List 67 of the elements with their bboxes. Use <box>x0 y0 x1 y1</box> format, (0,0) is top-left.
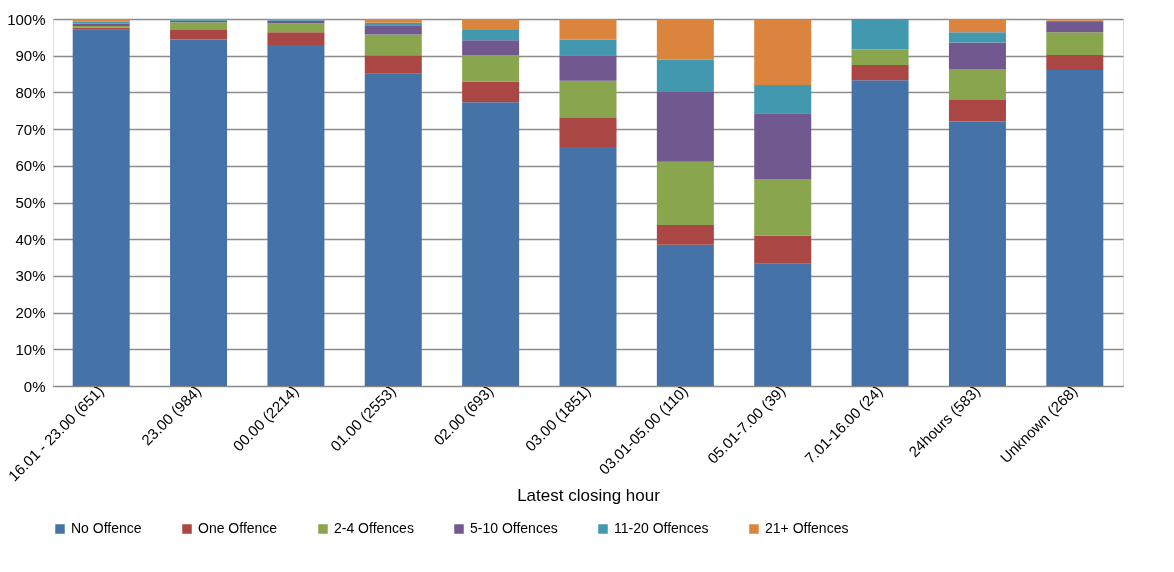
bar <box>754 85 812 114</box>
bar <box>656 19 714 60</box>
y-tick-label: 0% <box>23 377 46 395</box>
bar <box>656 224 714 245</box>
bar <box>267 23 325 33</box>
bar <box>170 39 228 386</box>
bar <box>754 113 812 180</box>
y-tick-label: 50% <box>15 194 46 211</box>
bar <box>948 121 1006 386</box>
legend-label: 5-10 Offences <box>470 520 558 536</box>
bar <box>170 22 228 31</box>
bar <box>267 45 325 386</box>
bar <box>364 34 422 56</box>
legend-label: One Offence <box>198 520 278 536</box>
bar <box>364 25 422 35</box>
bar <box>559 118 617 148</box>
y-tick-label: 10% <box>15 340 46 358</box>
bar <box>754 19 812 86</box>
bar <box>851 49 909 65</box>
legend-label: 21+ Offences <box>765 520 849 536</box>
bar <box>559 39 617 56</box>
y-tick-label: 20% <box>15 304 46 322</box>
y-tick-label: 70% <box>15 120 46 138</box>
bar <box>364 55 422 74</box>
y-tick-label: 60% <box>15 157 46 175</box>
bar <box>656 92 714 162</box>
bar <box>559 55 617 81</box>
bar <box>851 64 909 81</box>
bar <box>656 244 714 386</box>
bar <box>462 102 520 386</box>
legend-label: No Offence <box>71 520 142 536</box>
bar <box>72 29 130 386</box>
bar <box>1046 54 1104 71</box>
bar <box>559 19 617 40</box>
bar <box>656 161 714 225</box>
y-tick-label: 40% <box>15 230 46 248</box>
legend-label: 11-20 Offences <box>614 520 709 536</box>
bar <box>170 30 228 40</box>
bar <box>656 59 714 93</box>
bar <box>851 80 909 386</box>
bar <box>1046 21 1104 33</box>
bar <box>559 80 617 119</box>
bar <box>462 55 520 82</box>
bar <box>267 32 325 46</box>
y-tick-label: 100% <box>7 10 46 28</box>
bar <box>364 73 422 386</box>
bar <box>462 30 520 41</box>
bar <box>948 42 1006 69</box>
bar <box>754 235 812 264</box>
bar <box>948 19 1006 33</box>
bar <box>559 147 617 386</box>
bar <box>1046 32 1104 55</box>
bar <box>754 263 812 386</box>
bar <box>754 179 812 236</box>
bar <box>851 19 909 50</box>
y-tick-label: 80% <box>15 83 46 101</box>
bar <box>948 32 1006 43</box>
bar <box>1046 70 1104 386</box>
x-axis-title: Latest closing hour <box>517 486 661 506</box>
y-tick-label: 90% <box>15 47 46 65</box>
y-tick-label: 30% <box>15 267 46 285</box>
bar <box>462 40 520 56</box>
bar <box>948 100 1006 122</box>
legend-label: 2-4 Offences <box>334 520 414 536</box>
bar <box>948 68 1006 101</box>
bar <box>462 19 520 31</box>
bar <box>462 81 520 103</box>
